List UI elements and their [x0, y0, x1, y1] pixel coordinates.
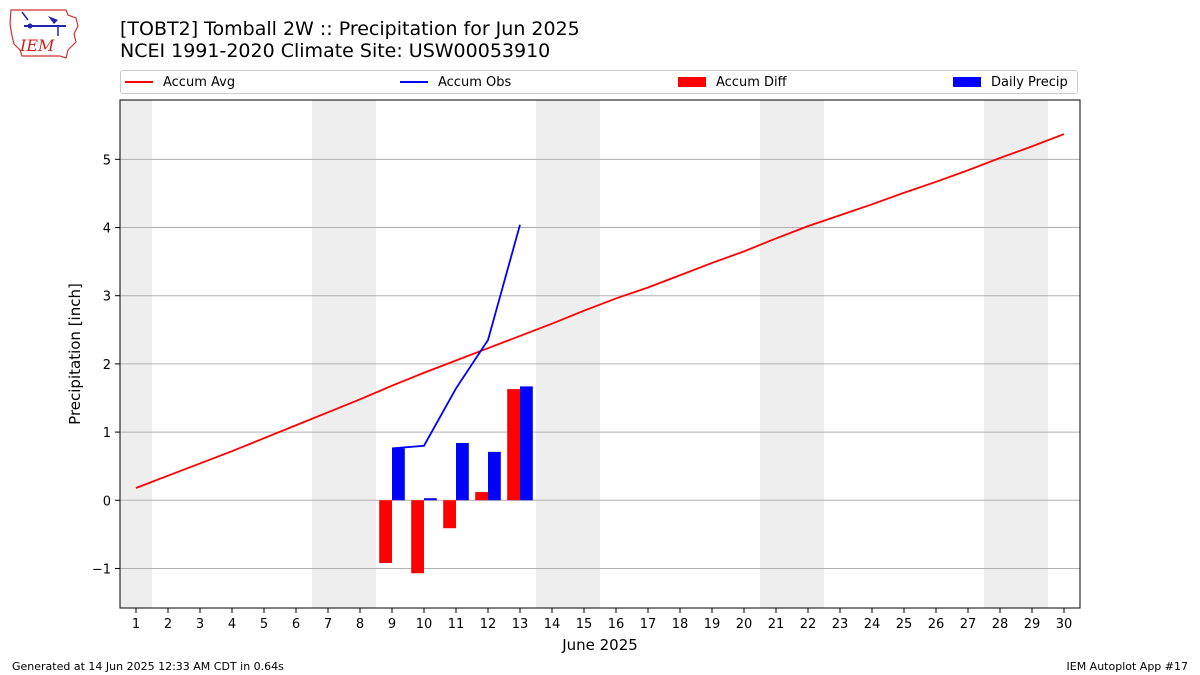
legend-item-accum-obs: Accum Obs: [400, 71, 511, 93]
x-tick-label: 11: [448, 617, 465, 632]
x-tick-label: 22: [800, 617, 817, 632]
x-tick-label: 7: [324, 617, 332, 632]
x-tick-label: 10: [416, 617, 433, 632]
x-tick-label: 5: [260, 617, 268, 632]
x-tick-label: 20: [736, 617, 753, 632]
legend-label-accum-avg: Accum Avg: [163, 74, 236, 90]
x-tick-label: 19: [704, 617, 721, 632]
legend-label-daily-precip: Daily Precip: [991, 74, 1068, 90]
y-tick-label: 5: [103, 153, 111, 168]
x-tick-label: 4: [228, 617, 236, 632]
chart-subtitle: NCEI 1991-2020 Climate Site: USW00053910: [120, 40, 551, 62]
x-tick-label: 21: [768, 617, 785, 632]
x-tick-label: 15: [576, 617, 593, 632]
y-tick-label: 0: [103, 494, 111, 509]
x-tick-label: 18: [672, 617, 689, 632]
legend-swatch-daily-precip: [953, 77, 981, 87]
x-tick-label: 6: [292, 617, 300, 632]
y-tick-label: 3: [103, 290, 111, 305]
bar-daily-precip: [488, 451, 501, 501]
legend-item-daily-precip: Daily Precip: [953, 71, 1068, 93]
weekend-shade-0: [120, 100, 152, 608]
y-axis-label: Precipitation [inch]: [66, 283, 84, 425]
bar-accum-diff: [475, 492, 488, 501]
chart-title: [TOBT2] Tomball 2W :: Precipitation for …: [120, 18, 580, 40]
line-accum-avg: [135, 133, 1065, 489]
y-tick-label: 1: [103, 426, 111, 441]
line-accum-obs: [391, 224, 521, 450]
bar-accum-diff: [443, 500, 456, 529]
x-tick-label: 14: [544, 617, 561, 632]
svg-text:IEM: IEM: [19, 36, 55, 55]
x-tick-label: 23: [832, 617, 849, 632]
x-tick-label: 3: [196, 617, 204, 632]
weekend-shade-3: [760, 100, 824, 608]
x-tick-label: 16: [608, 617, 625, 632]
bar-accum-diff: [507, 389, 520, 501]
plot-frame: [119, 99, 1081, 609]
x-tick-label: 13: [512, 617, 529, 632]
x-tick-label: 26: [928, 617, 945, 632]
weekend-shade-1: [312, 100, 376, 608]
y-tick-label: 2: [103, 358, 111, 373]
x-tick-label: 12: [480, 617, 497, 632]
bar-daily-precip: [456, 442, 469, 501]
bar-daily-precip: [424, 498, 437, 501]
bar-daily-precip: [392, 448, 405, 501]
x-tick-label: 30: [1056, 617, 1073, 632]
legend-label-accum-diff: Accum Diff: [716, 74, 787, 90]
x-tick-label: 2: [164, 617, 172, 632]
legend-swatch-accum-avg: [125, 81, 153, 83]
x-tick-label: 9: [388, 617, 396, 632]
legend-swatch-accum-obs: [400, 81, 428, 83]
x-tick-label: 29: [1024, 617, 1041, 632]
x-tick-label: 17: [640, 617, 657, 632]
x-tick-label: 27: [960, 617, 977, 632]
x-tick-label: 1: [132, 617, 140, 632]
legend-label-accum-obs: Accum Obs: [438, 74, 512, 90]
legend-item-accum-avg: Accum Avg: [125, 71, 235, 93]
legend-swatch-accum-diff: [678, 77, 706, 87]
x-tick-label: 25: [896, 617, 913, 632]
y-tick-label: 4: [103, 222, 111, 237]
weekend-shade-2: [536, 100, 600, 608]
x-tick-label: 8: [356, 617, 364, 632]
bar-accum-diff: [379, 500, 392, 563]
bar-daily-precip: [520, 386, 533, 501]
y-tick-label: −1: [92, 562, 111, 577]
weekend-shade-4: [984, 100, 1048, 608]
x-tick-label: 28: [992, 617, 1009, 632]
footer-app: IEM Autoplot App #17: [1066, 660, 1189, 673]
legend-item-accum-diff: Accum Diff: [678, 71, 787, 93]
x-tick-label: 24: [864, 617, 881, 632]
legend: Accum Avg Accum Obs Accum Diff Daily Pre…: [120, 70, 1078, 94]
bar-accum-diff: [411, 500, 424, 574]
x-axis-label: June 2025: [561, 636, 638, 654]
footer-generated: Generated at 14 Jun 2025 12:33 AM CDT in…: [12, 660, 284, 673]
iem-logo: IEM: [9, 9, 79, 59]
